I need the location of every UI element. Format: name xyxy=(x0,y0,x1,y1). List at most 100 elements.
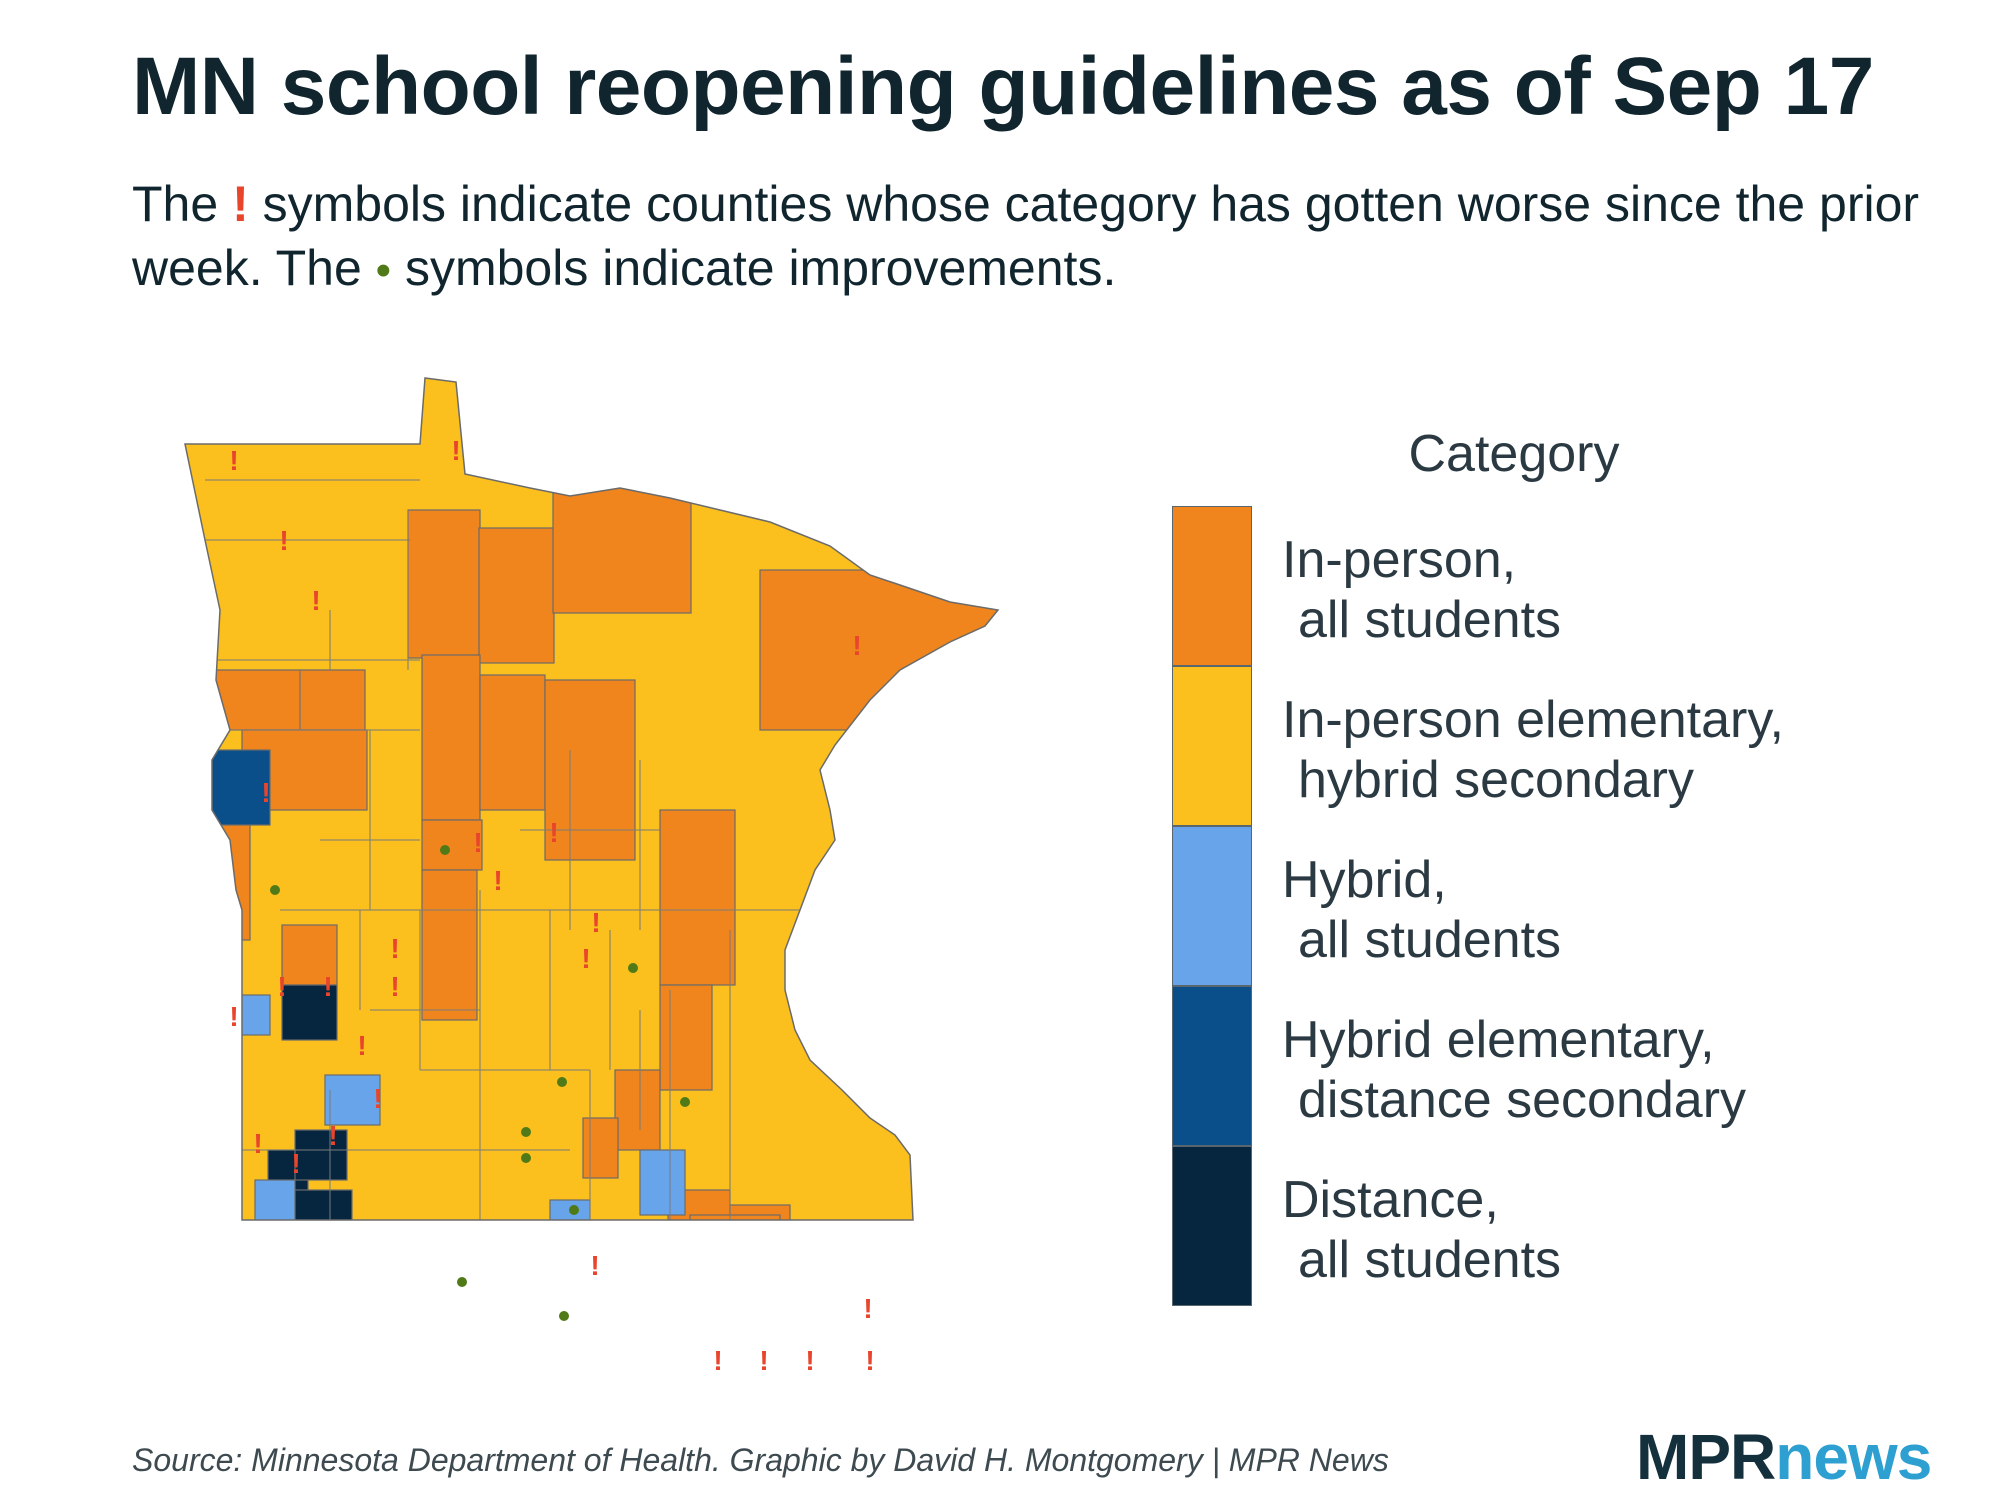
county xyxy=(495,1240,560,1325)
legend-labels: In-person, all students In-person elemen… xyxy=(1282,506,1784,1306)
county xyxy=(582,1117,619,1179)
legend-label-hybrid-elementary: Hybrid elementary, distance secondary xyxy=(1282,986,1784,1146)
worse-symbol-icon: ! xyxy=(232,176,249,232)
legend-swatch-in-person-elementary xyxy=(1172,666,1252,826)
county xyxy=(848,1260,908,1320)
legend-label-line2: all students xyxy=(1298,911,1562,969)
county xyxy=(324,1074,381,1126)
county xyxy=(209,669,301,731)
improve-marker-icon xyxy=(270,885,280,895)
legend-swatches xyxy=(1172,506,1252,1306)
worse-marker-icon: ! xyxy=(390,971,399,1002)
legend-label-line2: all students xyxy=(1298,1231,1562,1289)
county xyxy=(668,1260,710,1370)
improve-marker-icon xyxy=(440,845,450,855)
legend-label-line1: In-person, xyxy=(1282,531,1517,589)
county xyxy=(299,669,366,731)
county xyxy=(209,809,251,941)
source-credit: Source: Minnesota Department of Health. … xyxy=(132,1442,1389,1478)
legend-label-line1: In-person elementary, xyxy=(1282,691,1784,749)
improve-marker-icon xyxy=(557,1077,567,1087)
county xyxy=(545,1320,620,1380)
worse-marker-icon: ! xyxy=(451,435,460,466)
county xyxy=(292,1315,360,1377)
county xyxy=(294,1129,348,1181)
minnesota-county-map: !!!!!!!!!!!!!!!!!!!!!!!!!!! xyxy=(184,377,1000,1380)
logo-mpr: MPR xyxy=(1636,1421,1776,1493)
worse-marker-icon: ! xyxy=(805,1345,814,1376)
worse-marker-icon: ! xyxy=(493,865,502,896)
subtitle-text-1: The xyxy=(132,176,233,232)
page-title: MN school reopening guidelines as of Sep… xyxy=(132,41,1874,132)
county xyxy=(421,654,481,821)
legend-label-distance: Distance, all students xyxy=(1282,1146,1784,1306)
worse-marker-icon: ! xyxy=(549,817,558,848)
worse-marker-icon: ! xyxy=(581,943,590,974)
worse-marker-icon: ! xyxy=(279,525,288,556)
county xyxy=(659,984,713,1091)
county xyxy=(421,869,478,1021)
worse-marker-icon: ! xyxy=(852,630,861,661)
improve-marker-icon xyxy=(521,1153,531,1163)
worse-marker-icon: ! xyxy=(291,1148,300,1179)
improve-marker-icon xyxy=(559,1311,569,1321)
county xyxy=(552,487,692,614)
county xyxy=(281,984,338,1041)
worse-marker-icon: ! xyxy=(591,907,600,938)
improve-marker-icon xyxy=(569,1205,579,1215)
legend-swatch-hybrid-elementary xyxy=(1172,986,1252,1146)
worse-marker-icon: ! xyxy=(865,1345,874,1376)
county xyxy=(759,569,998,731)
county xyxy=(407,509,481,659)
worse-marker-icon: ! xyxy=(473,827,482,858)
county xyxy=(255,1242,295,1314)
worse-marker-icon: ! xyxy=(373,1083,382,1114)
legend-swatch-in-person xyxy=(1172,506,1252,666)
legend-label-line2: all students xyxy=(1298,591,1562,649)
worse-marker-icon: ! xyxy=(261,777,270,808)
worse-marker-icon: ! xyxy=(713,1345,722,1376)
legend-title: Category xyxy=(1408,425,1620,483)
subtitle-text-3: symbols indicate improvements. xyxy=(391,240,1117,296)
logo-news: news xyxy=(1775,1421,1932,1493)
worse-marker-icon: ! xyxy=(390,933,399,964)
subtitle: The ! symbols indicate counties whose ca… xyxy=(132,172,1972,303)
worse-marker-icon: ! xyxy=(590,1250,599,1281)
improve-marker-icon xyxy=(457,1277,467,1287)
legend-swatch-distance xyxy=(1172,1146,1252,1306)
legend-label-in-person: In-person, all students xyxy=(1282,506,1784,666)
worse-marker-icon: ! xyxy=(323,971,332,1002)
worse-marker-icon: ! xyxy=(253,1128,262,1159)
improve-symbol-icon: • xyxy=(375,246,392,295)
legend-label-line2: hybrid secondary xyxy=(1298,751,1694,809)
legend-swatch-hybrid xyxy=(1172,826,1252,986)
state-outline xyxy=(184,377,1000,1221)
county xyxy=(209,994,271,1036)
subtitle-text-2: symbols indicate counties whose category… xyxy=(132,176,1920,296)
county xyxy=(291,1189,353,1220)
county xyxy=(659,809,736,986)
legend-label-line2: distance secondary xyxy=(1298,1071,1747,1129)
improve-marker-icon xyxy=(521,1127,531,1137)
legend-label-hybrid: Hybrid, all students xyxy=(1282,826,1784,986)
worse-marker-icon: ! xyxy=(229,1001,238,1032)
improve-marker-icon xyxy=(628,963,638,973)
mpr-news-logo: MPRnews xyxy=(1636,1420,1932,1494)
county xyxy=(479,674,546,811)
legend-label-line1: Hybrid, xyxy=(1282,851,1447,909)
legend-label-in-person-elementary: In-person elementary, hybrid secondary xyxy=(1282,666,1784,826)
county xyxy=(254,1179,296,1220)
worse-marker-icon: ! xyxy=(357,1030,366,1061)
improve-marker-icon xyxy=(680,1097,690,1107)
worse-marker-icon: ! xyxy=(863,1293,872,1324)
county xyxy=(614,1069,661,1151)
county xyxy=(408,1320,503,1380)
worse-marker-icon: ! xyxy=(229,445,238,476)
county xyxy=(370,1270,445,1322)
worse-marker-icon: ! xyxy=(759,1345,768,1376)
county xyxy=(639,1149,686,1216)
legend-label-line1: Hybrid elementary, xyxy=(1282,1011,1715,1069)
county xyxy=(478,527,555,664)
worse-marker-icon: ! xyxy=(277,971,286,1002)
worse-marker-icon: ! xyxy=(328,1120,337,1151)
